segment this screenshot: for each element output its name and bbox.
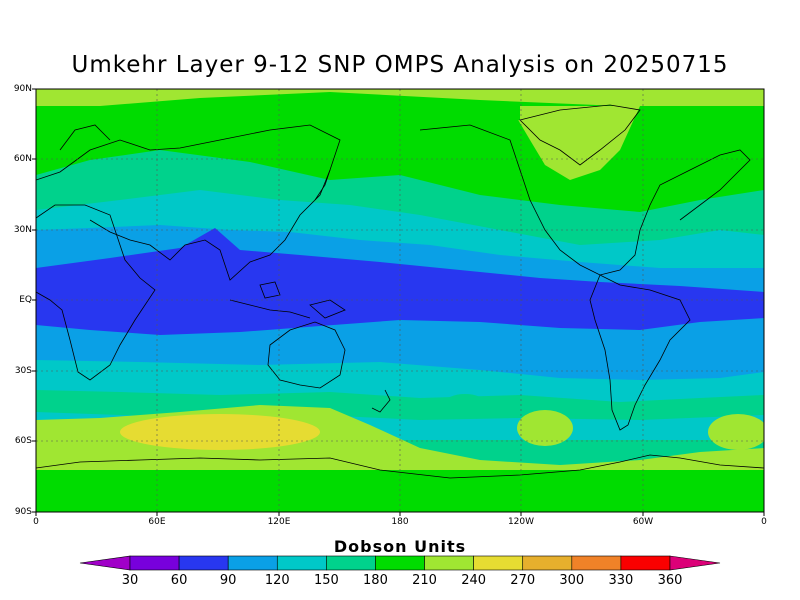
colorbar-tick-label: 120 <box>264 573 290 588</box>
coastline-japan <box>314 169 331 201</box>
coastline-borneo <box>259 281 281 299</box>
lat-label: 60S <box>14 436 32 446</box>
colorbar-swatch <box>178 555 229 571</box>
colorbar-overflow <box>669 555 721 571</box>
lat-label: 30S <box>14 366 32 376</box>
colorbar-swatch <box>129 555 180 571</box>
lon-label: 0 <box>33 517 39 527</box>
colorbar-tick-label: 300 <box>559 573 585 588</box>
field-cell-2 <box>708 414 764 450</box>
coastlines <box>36 104 764 479</box>
colorbar-tick-label: 270 <box>510 573 536 588</box>
colorbar-title: Dobson Units <box>333 537 467 556</box>
colorbar-swatch <box>620 555 671 571</box>
field-band-tropical <box>36 228 764 335</box>
colorbar-swatch <box>522 555 573 571</box>
lat-label: 30N <box>13 225 32 235</box>
colorbar-swatch <box>424 555 474 571</box>
colorbar-tick-label: 30 <box>121 573 139 588</box>
lon-label: 60W <box>632 517 654 527</box>
colorbar-swatch <box>473 555 524 571</box>
colorbar-swatch <box>227 555 278 571</box>
field-max-yellow <box>120 414 320 450</box>
coastline-north-america <box>419 124 751 276</box>
lat-label: 60N <box>13 154 32 164</box>
field-arctic-green <box>36 106 520 130</box>
lat-label: EQ <box>19 295 32 305</box>
colorbar-tick-label: 210 <box>412 573 437 588</box>
lon-label: 0 <box>761 517 767 527</box>
colorbar-tick-label: 330 <box>608 573 634 588</box>
coastline-newguinea <box>309 299 346 319</box>
field-band-north-polar <box>36 89 764 106</box>
field-cell-1 <box>517 410 573 446</box>
coastline-australia <box>267 321 346 389</box>
graticule <box>36 89 764 512</box>
map-title: Umkehr Layer 9-12 SNP OMPS Analysis on 2… <box>71 52 729 78</box>
colorbar-swatch <box>326 555 376 571</box>
coastline-newzealand <box>371 389 391 413</box>
ozone-field <box>36 89 764 512</box>
field-arctic-lightgreen <box>510 106 640 180</box>
coastline-indonesia <box>229 299 311 319</box>
colorbar-swatch <box>375 555 425 571</box>
colorbar-tick-label: 150 <box>313 573 339 588</box>
lon-label: 120E <box>267 517 291 527</box>
coastline-antarctica <box>36 454 764 479</box>
colorbar-underflow <box>79 555 131 571</box>
lon-label: 60E <box>148 517 166 527</box>
colorbar-tick-label: 60 <box>170 573 188 588</box>
lat-label: 90N <box>13 84 32 94</box>
colorbar-tick-label: 240 <box>461 573 487 588</box>
colorbar-tick-label: 180 <box>363 573 388 588</box>
field-cell-3 <box>445 394 485 412</box>
lon-label: 180 <box>391 517 409 527</box>
colorbar-tick-label: 90 <box>219 573 237 588</box>
axis-ticks <box>32 88 765 516</box>
lat-label: 90S <box>14 507 32 517</box>
colorbar-tick-label: 360 <box>657 573 683 588</box>
coastline-eurasia <box>36 124 341 281</box>
coastline-greenland <box>519 104 641 166</box>
colorbar-swatch <box>276 555 327 571</box>
colorbar-swatch <box>571 555 622 571</box>
colorbar <box>79 555 721 571</box>
coastline-south-america <box>589 274 691 431</box>
coastline-africa <box>36 204 156 381</box>
coastline-scandinavia <box>59 124 111 151</box>
lon-label: 120W <box>507 517 535 527</box>
